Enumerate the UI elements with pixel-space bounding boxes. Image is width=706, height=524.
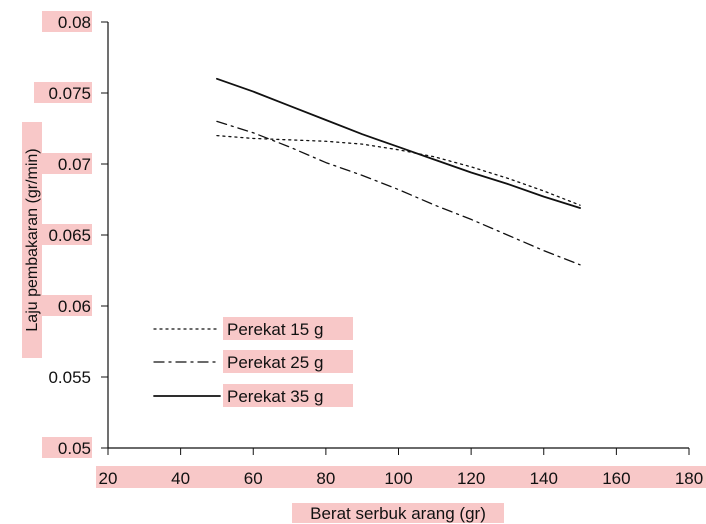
y-tick-label-highlight (34, 224, 92, 245)
y-axis-title-highlight (22, 122, 42, 358)
x-axis-title-group: Berat serbuk arang (gr) (292, 503, 504, 523)
y-axis-ticks: 0.05 0.055 0.06 0.065 0.07 0.075 0.08 (34, 11, 108, 458)
x-tick-label: 140 (530, 469, 558, 488)
y-tick-label: 0.075 (48, 84, 91, 103)
series-line (216, 120, 581, 266)
y-tick-label-highlight (42, 11, 92, 32)
x-axis-ticks: 20 40 60 80 100 120 140 160 180 (96, 448, 706, 488)
y-axis-title-group: Laju pembakaran (gr/min) (22, 122, 42, 358)
series-line (216, 77, 581, 209)
x-tick-label: 100 (384, 469, 412, 488)
series-line (216, 134, 581, 206)
x-tick-label: 180 (675, 469, 703, 488)
y-tick-label: 0.06 (58, 297, 91, 316)
legend-label-highlight (223, 384, 353, 407)
x-tick-labels-highlight (96, 466, 706, 488)
y-tick-label-highlight (34, 82, 92, 103)
x-tick-label: 80 (316, 469, 335, 488)
x-axis-title: Berat serbuk arang (gr) (310, 504, 486, 523)
legend-label-highlight (223, 350, 353, 373)
x-tick-label: 60 (244, 469, 263, 488)
y-tick-label: 0.07 (58, 155, 91, 174)
y-tick-label-highlight (42, 437, 92, 458)
legend-label-highlight (223, 317, 353, 340)
legend-label: Perekat 25 g (227, 353, 323, 372)
x-axis-title-highlight (292, 503, 504, 523)
y-tick-label: 0.08 (58, 13, 91, 32)
legend: Perekat 15 g Perekat 25 g Perekat 35 g (153, 317, 353, 407)
legend-label: Perekat 35 g (227, 387, 323, 406)
legend-label: Perekat 15 g (227, 320, 323, 339)
data-series (216, 77, 581, 266)
y-tick-label: 0.05 (58, 439, 91, 458)
y-tick-label-highlight (42, 295, 92, 316)
x-tick-label: 20 (99, 469, 118, 488)
y-tick-label: 0.055 (48, 368, 91, 387)
x-tick-label: 40 (171, 469, 190, 488)
y-tick-label: 0.065 (48, 226, 91, 245)
y-axis-title: Laju pembakaran (gr/min) (24, 148, 41, 331)
y-tick-label-highlight (42, 153, 92, 174)
x-tick-label: 120 (457, 469, 485, 488)
x-tick-label: 160 (602, 469, 630, 488)
